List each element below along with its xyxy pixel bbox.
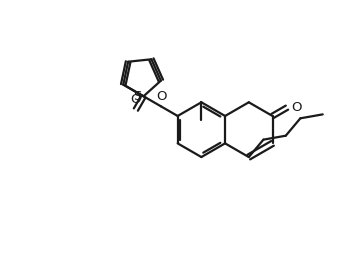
Text: O: O <box>291 101 302 114</box>
Text: S: S <box>133 90 142 103</box>
Text: O: O <box>156 90 167 103</box>
Text: O: O <box>130 93 141 106</box>
